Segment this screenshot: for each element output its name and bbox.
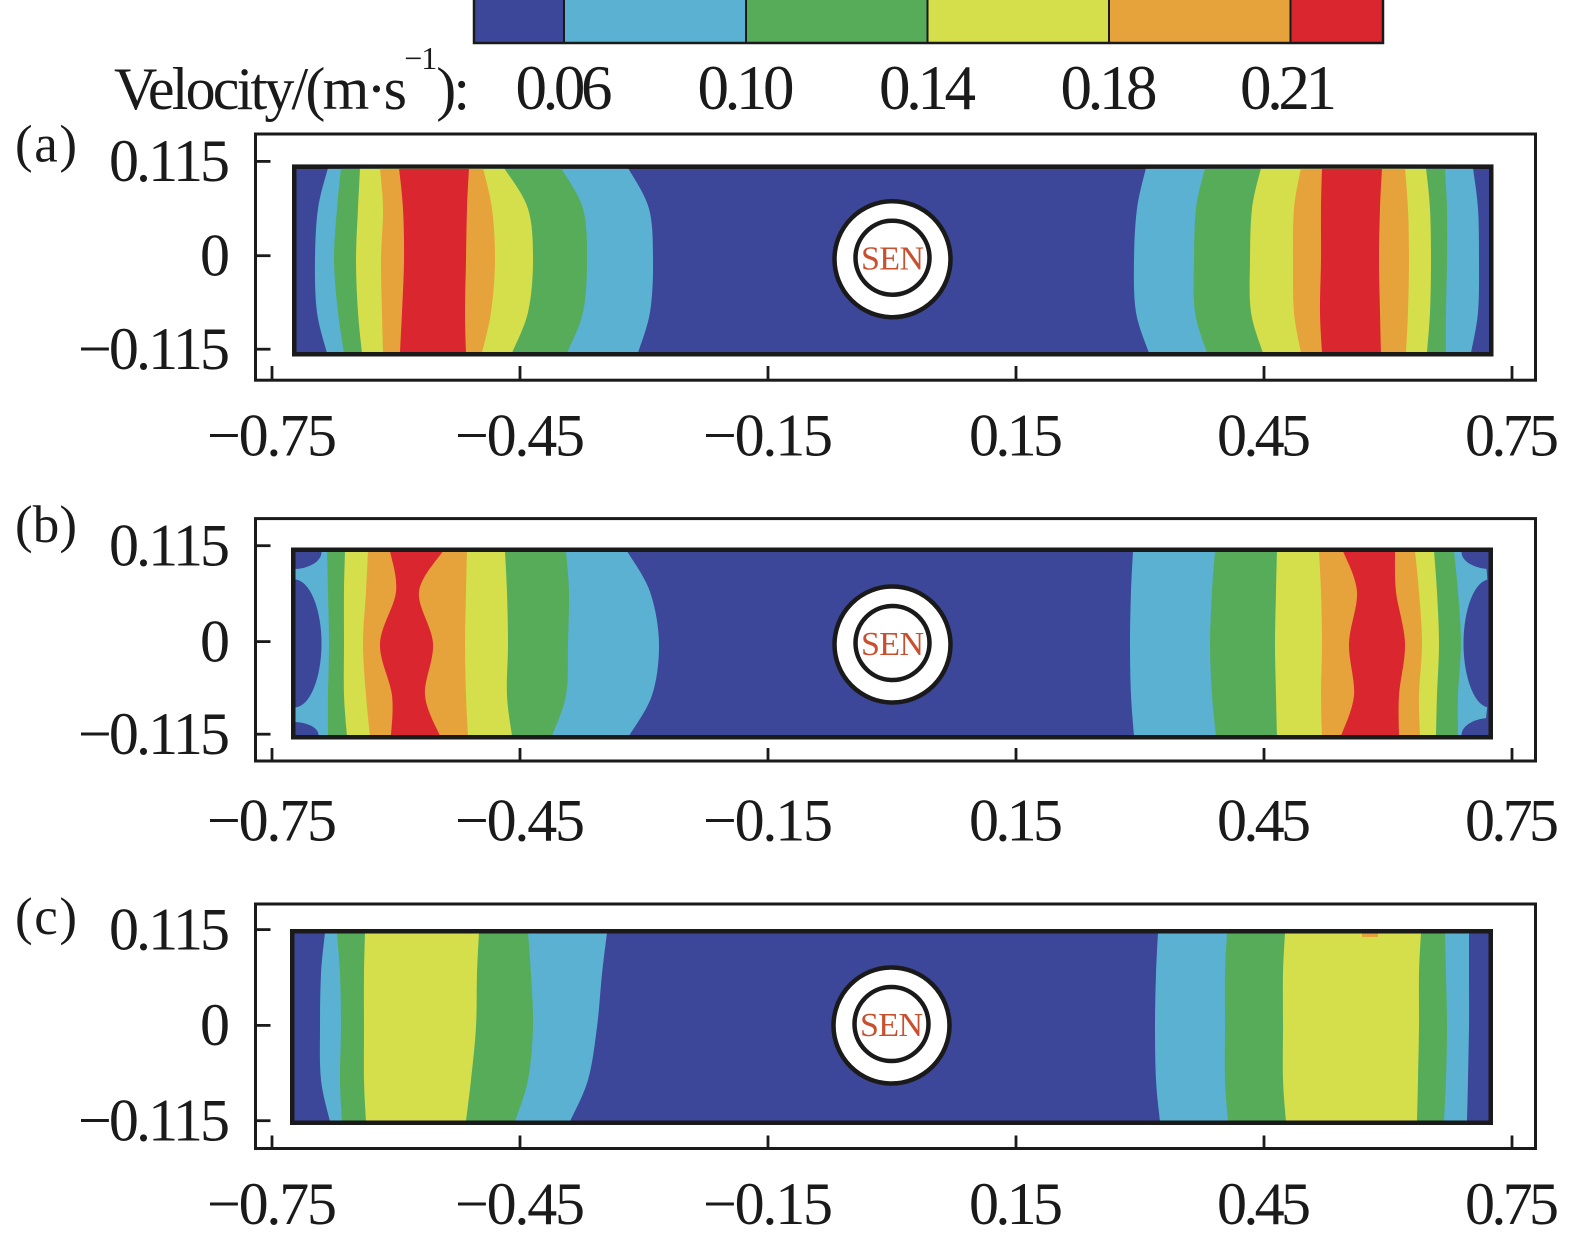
svg-text:−0.115: −0.115: [78, 316, 230, 382]
svg-text:0.75: 0.75: [1465, 1171, 1559, 1237]
svg-text:−0.45: −0.45: [455, 788, 585, 854]
svg-text:−0.75: −0.75: [207, 788, 337, 854]
svg-text:0.15: 0.15: [969, 403, 1063, 469]
svg-text:0.06: 0.06: [516, 53, 613, 123]
svg-text:0.18: 0.18: [1061, 53, 1158, 123]
svg-text:−0.15: −0.15: [703, 788, 833, 854]
svg-text:0.115: 0.115: [109, 128, 230, 194]
svg-text:0.75: 0.75: [1465, 788, 1559, 854]
svg-text:0.115: 0.115: [109, 513, 230, 579]
svg-text:SEN: SEN: [861, 241, 924, 278]
svg-text:0.21: 0.21: [1240, 53, 1337, 123]
svg-text:−0.15: −0.15: [703, 1171, 833, 1237]
svg-text:−0.15: −0.15: [703, 403, 833, 469]
svg-text:SEN: SEN: [861, 626, 924, 663]
svg-text:0: 0: [200, 992, 230, 1058]
svg-text:0.45: 0.45: [1217, 1171, 1311, 1237]
svg-text:0: 0: [200, 608, 230, 674]
svg-text:0: 0: [200, 223, 230, 289]
svg-text:0.15: 0.15: [969, 1171, 1063, 1237]
svg-text:(a): (a): [15, 116, 77, 174]
svg-text:−0.75: −0.75: [207, 1171, 337, 1237]
svg-text:−0.115: −0.115: [78, 1088, 230, 1154]
svg-text:(b): (b): [15, 496, 77, 554]
svg-text:−0.115: −0.115: [78, 701, 230, 767]
svg-text:−0.45: −0.45: [455, 1171, 585, 1237]
svg-text:0.14: 0.14: [879, 53, 976, 123]
svg-text:0.45: 0.45: [1217, 403, 1311, 469]
svg-text:−0.45: −0.45: [455, 403, 585, 469]
svg-text:−0.75: −0.75: [207, 403, 337, 469]
svg-text:0.115: 0.115: [109, 896, 230, 962]
svg-text:0.15: 0.15: [969, 788, 1063, 854]
svg-text:0.45: 0.45: [1217, 788, 1311, 854]
svg-text:(c): (c): [15, 888, 77, 946]
svg-text:0.10: 0.10: [698, 53, 795, 123]
svg-text:0.75: 0.75: [1465, 403, 1559, 469]
svg-text:SEN: SEN: [860, 1007, 923, 1044]
